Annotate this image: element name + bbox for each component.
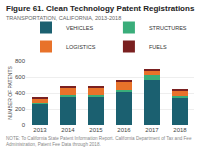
svg-text:FUELS: FUELS: [149, 44, 167, 50]
svg-text:0: 0: [22, 122, 26, 128]
svg-text:2018: 2018: [173, 127, 187, 133]
svg-text:LOGISTICS: LOGISTICS: [66, 44, 96, 50]
svg-text:2017: 2017: [145, 127, 159, 133]
svg-text:STRUCTURES: STRUCTURES: [149, 25, 187, 31]
svg-text:800: 800: [15, 58, 26, 64]
svg-text:2014: 2014: [61, 127, 75, 133]
svg-text:NOTE: To California State Pate: NOTE: To California State Patent Informa…: [6, 136, 192, 147]
svg-text:400: 400: [15, 90, 26, 96]
svg-text:200: 200: [15, 106, 26, 112]
svg-text:2015: 2015: [89, 127, 103, 133]
svg-text:Figure 61. Clean Technology Pa: Figure 61. Clean Technology Patent Regis…: [6, 4, 195, 13]
svg-text:VEHICLES: VEHICLES: [66, 25, 94, 31]
svg-text:TRANSPORTATION, CALIFORNIA, 20: TRANSPORTATION, CALIFORNIA, 2013-2018: [6, 15, 121, 21]
svg-text:2013: 2013: [33, 127, 47, 133]
svg-text:600: 600: [15, 74, 26, 80]
svg-text:NUMBER OF PATENTS: NUMBER OF PATENTS: [7, 65, 13, 119]
svg-text:2016: 2016: [117, 127, 131, 133]
